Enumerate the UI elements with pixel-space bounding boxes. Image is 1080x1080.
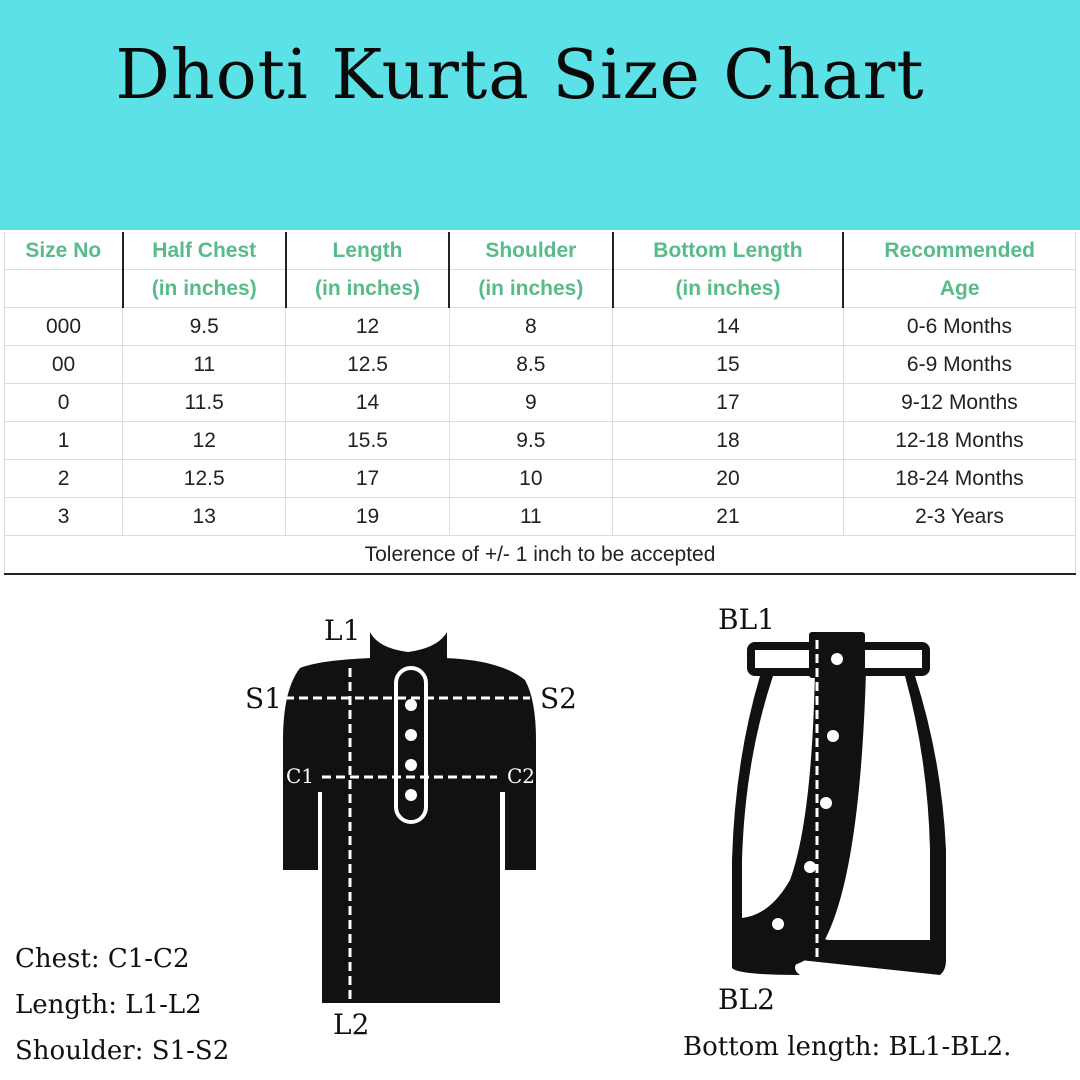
table-cell: 12 (285, 307, 450, 346)
table-cell: 1 (3, 421, 124, 460)
label-c2: C2 (507, 764, 536, 788)
note-length: Length: L1-L2 (15, 990, 202, 1020)
table-cell: 8 (448, 307, 614, 346)
column-header: Size No (3, 232, 124, 270)
page-title: Dhoti Kurta Size Chart (115, 36, 925, 115)
note-chest: Chest: C1-C2 (15, 944, 190, 974)
table-cell: 11 (448, 497, 614, 536)
table-cell: 18 (612, 421, 844, 460)
table-cell: 18-24 Months (842, 459, 1077, 498)
column-header: (in inches) (121, 269, 287, 308)
table-row: 000 9.5 12 8 14 0-6 Months (3, 307, 1077, 346)
table-row: 1 12 15.5 9.5 18 12-18 Months (3, 421, 1077, 460)
table-cell: 2-3 Years (842, 497, 1077, 536)
label-bl2: BL2 (718, 983, 775, 1016)
table-cell: 9-12 Months (842, 383, 1077, 422)
column-header: Half Chest (121, 232, 287, 270)
column-header: Shoulder (448, 232, 614, 270)
table-cell: 17 (612, 383, 844, 422)
table-cell: 2 (3, 459, 124, 498)
table-cell: 11 (122, 345, 287, 384)
column-header: (in inches) (284, 269, 450, 308)
column-header: Age (842, 269, 1077, 308)
table-cell: 21 (612, 497, 844, 536)
table-cell: 13 (122, 497, 287, 536)
size-table: Size No Half Chest Length Shoulder Bottom Le… (3, 232, 1077, 575)
column-header (3, 269, 124, 308)
label-c1: C1 (286, 764, 315, 788)
tolerance-note: Tolerence of +/- 1 inch to be accepted (4, 535, 1076, 575)
note-bottom-length: Bottom length: BL1-BL2. (683, 1032, 1012, 1062)
table-cell: 12 (122, 421, 287, 460)
label-l1: L1 (324, 614, 361, 647)
table-cell: 9 (448, 383, 614, 422)
table-cell: 17 (285, 459, 450, 498)
table-cell: 20 (612, 459, 844, 498)
kurta-icon (283, 632, 536, 1003)
table-cell: 00 (3, 345, 124, 384)
column-header: Recommended (842, 232, 1077, 270)
dhoti-icon (732, 632, 946, 975)
title-banner: Dhoti Kurta Size Chart (0, 0, 1080, 230)
label-l2: L2 (333, 1008, 370, 1041)
column-header: (in inches) (611, 269, 844, 308)
table-cell: 12.5 (122, 459, 287, 498)
table-cell: 3 (3, 497, 124, 536)
note-shoulder: Shoulder: S1-S2 (15, 1036, 230, 1066)
table-cell: 12-18 Months (842, 421, 1077, 460)
table-cell: 14 (612, 307, 844, 346)
column-header: (in inches) (448, 269, 614, 308)
table-cell: 0-6 Months (842, 307, 1077, 346)
table-cell: 000 (3, 307, 124, 346)
table-row: 2 12.5 17 10 20 18-24 Months (3, 459, 1077, 498)
column-header: Bottom Length (611, 232, 844, 270)
label-bl1: BL1 (718, 603, 775, 636)
tolerance-row: Tolerence of +/- 1 inch to be accepted (4, 535, 1076, 575)
table-cell: 9.5 (448, 421, 614, 460)
header-row: Size No Half Chest Length Shoulder Bottom Le… (3, 232, 1077, 270)
label-s2: S2 (540, 682, 577, 715)
table-row: 3 13 19 11 21 2-3 Years (3, 497, 1077, 536)
header-row: (in inches) (in inches) (in inches) (in inc… (3, 269, 1077, 308)
label-s1: S1 (245, 682, 282, 715)
table-cell: 19 (285, 497, 450, 536)
table-cell: 9.5 (122, 307, 287, 346)
